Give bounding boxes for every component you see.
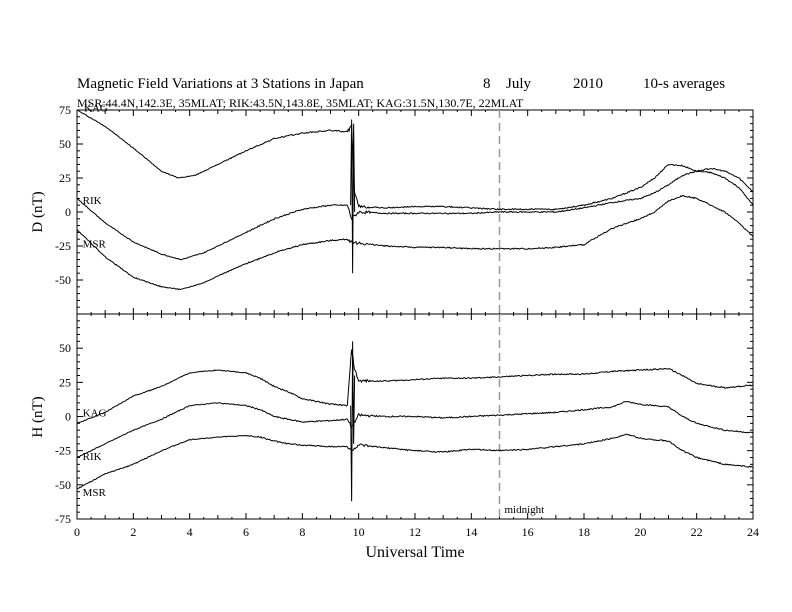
series-label-d-rik: RIK bbox=[83, 195, 102, 207]
y-tick-label-h: 25 bbox=[59, 375, 71, 389]
x-axis-label: Universal Time bbox=[365, 544, 464, 561]
series-label-d-kag: KAG bbox=[84, 102, 108, 114]
y-tick-label-d: -25 bbox=[55, 239, 71, 253]
x-tick-label: 24 bbox=[747, 525, 759, 539]
series-label-h-rik: RIK bbox=[83, 451, 102, 463]
y-tick-label-h: -50 bbox=[55, 478, 71, 492]
x-tick-label: 22 bbox=[691, 525, 703, 539]
h-axis-label: H (nT) bbox=[30, 396, 46, 437]
x-tick-label: 20 bbox=[634, 525, 646, 539]
y-tick-label-h: -75 bbox=[55, 512, 71, 526]
x-tick-label: 8 bbox=[299, 525, 305, 539]
x-tick-label: 12 bbox=[409, 525, 421, 539]
y-tick-label-d: 0 bbox=[65, 205, 71, 219]
y-tick-label-h: 50 bbox=[59, 341, 71, 355]
chart-date-day: 8 bbox=[483, 76, 491, 92]
y-tick-label-d: 50 bbox=[59, 137, 71, 151]
series-line-h-msr bbox=[76, 433, 754, 490]
x-tick-label: 18 bbox=[578, 525, 590, 539]
y-tick-label-d: 75 bbox=[59, 103, 71, 117]
sudden-commencement-spike-h bbox=[350, 341, 356, 502]
d-component-panel: D (nT) -50 -25 0 25 50 75 KAG RIK MSR bbox=[30, 102, 754, 315]
x-tick-label: 4 bbox=[187, 525, 193, 539]
y-tick-label-h: 0 bbox=[65, 410, 71, 424]
series-line-h-kag bbox=[76, 349, 754, 424]
d-axis-label: D (nT) bbox=[30, 191, 46, 232]
x-tick-label: 2 bbox=[130, 525, 136, 539]
x-tick-label: 6 bbox=[243, 525, 249, 539]
series-line-h-rik bbox=[76, 400, 754, 459]
series-line-d-kag bbox=[77, 109, 754, 211]
chart-date-year: 2010 bbox=[573, 76, 603, 92]
x-tick-label: 14 bbox=[465, 525, 477, 539]
chart-date-month: July bbox=[506, 76, 532, 92]
sudden-commencement-spike-d bbox=[350, 119, 356, 274]
x-tick-label: 0 bbox=[74, 525, 80, 539]
series-label-h-kag: KAG bbox=[83, 408, 107, 420]
y-tick-label-d: 25 bbox=[59, 171, 71, 185]
station-coordinates: MSR:44.4N,142.3E, 35MLAT; RIK:43.5N,143.… bbox=[77, 96, 524, 110]
midnight-label: midnight bbox=[505, 504, 545, 516]
y-tick-label-d: -50 bbox=[55, 273, 71, 287]
d-panel-frame bbox=[76, 109, 754, 315]
series-line-d-msr bbox=[76, 194, 754, 291]
chart-title: Magnetic Field Variations at 3 Stations … bbox=[77, 76, 364, 92]
y-tick-label-h: -25 bbox=[55, 444, 71, 458]
series-label-h-msr: MSR bbox=[83, 487, 107, 499]
series-line-d-rik bbox=[76, 170, 754, 261]
series-label-d-msr: MSR bbox=[83, 238, 107, 250]
x-tick-label: 16 bbox=[522, 525, 534, 539]
chart-averaging: 10-s averages bbox=[643, 76, 725, 92]
x-tick-label: 10 bbox=[353, 525, 365, 539]
